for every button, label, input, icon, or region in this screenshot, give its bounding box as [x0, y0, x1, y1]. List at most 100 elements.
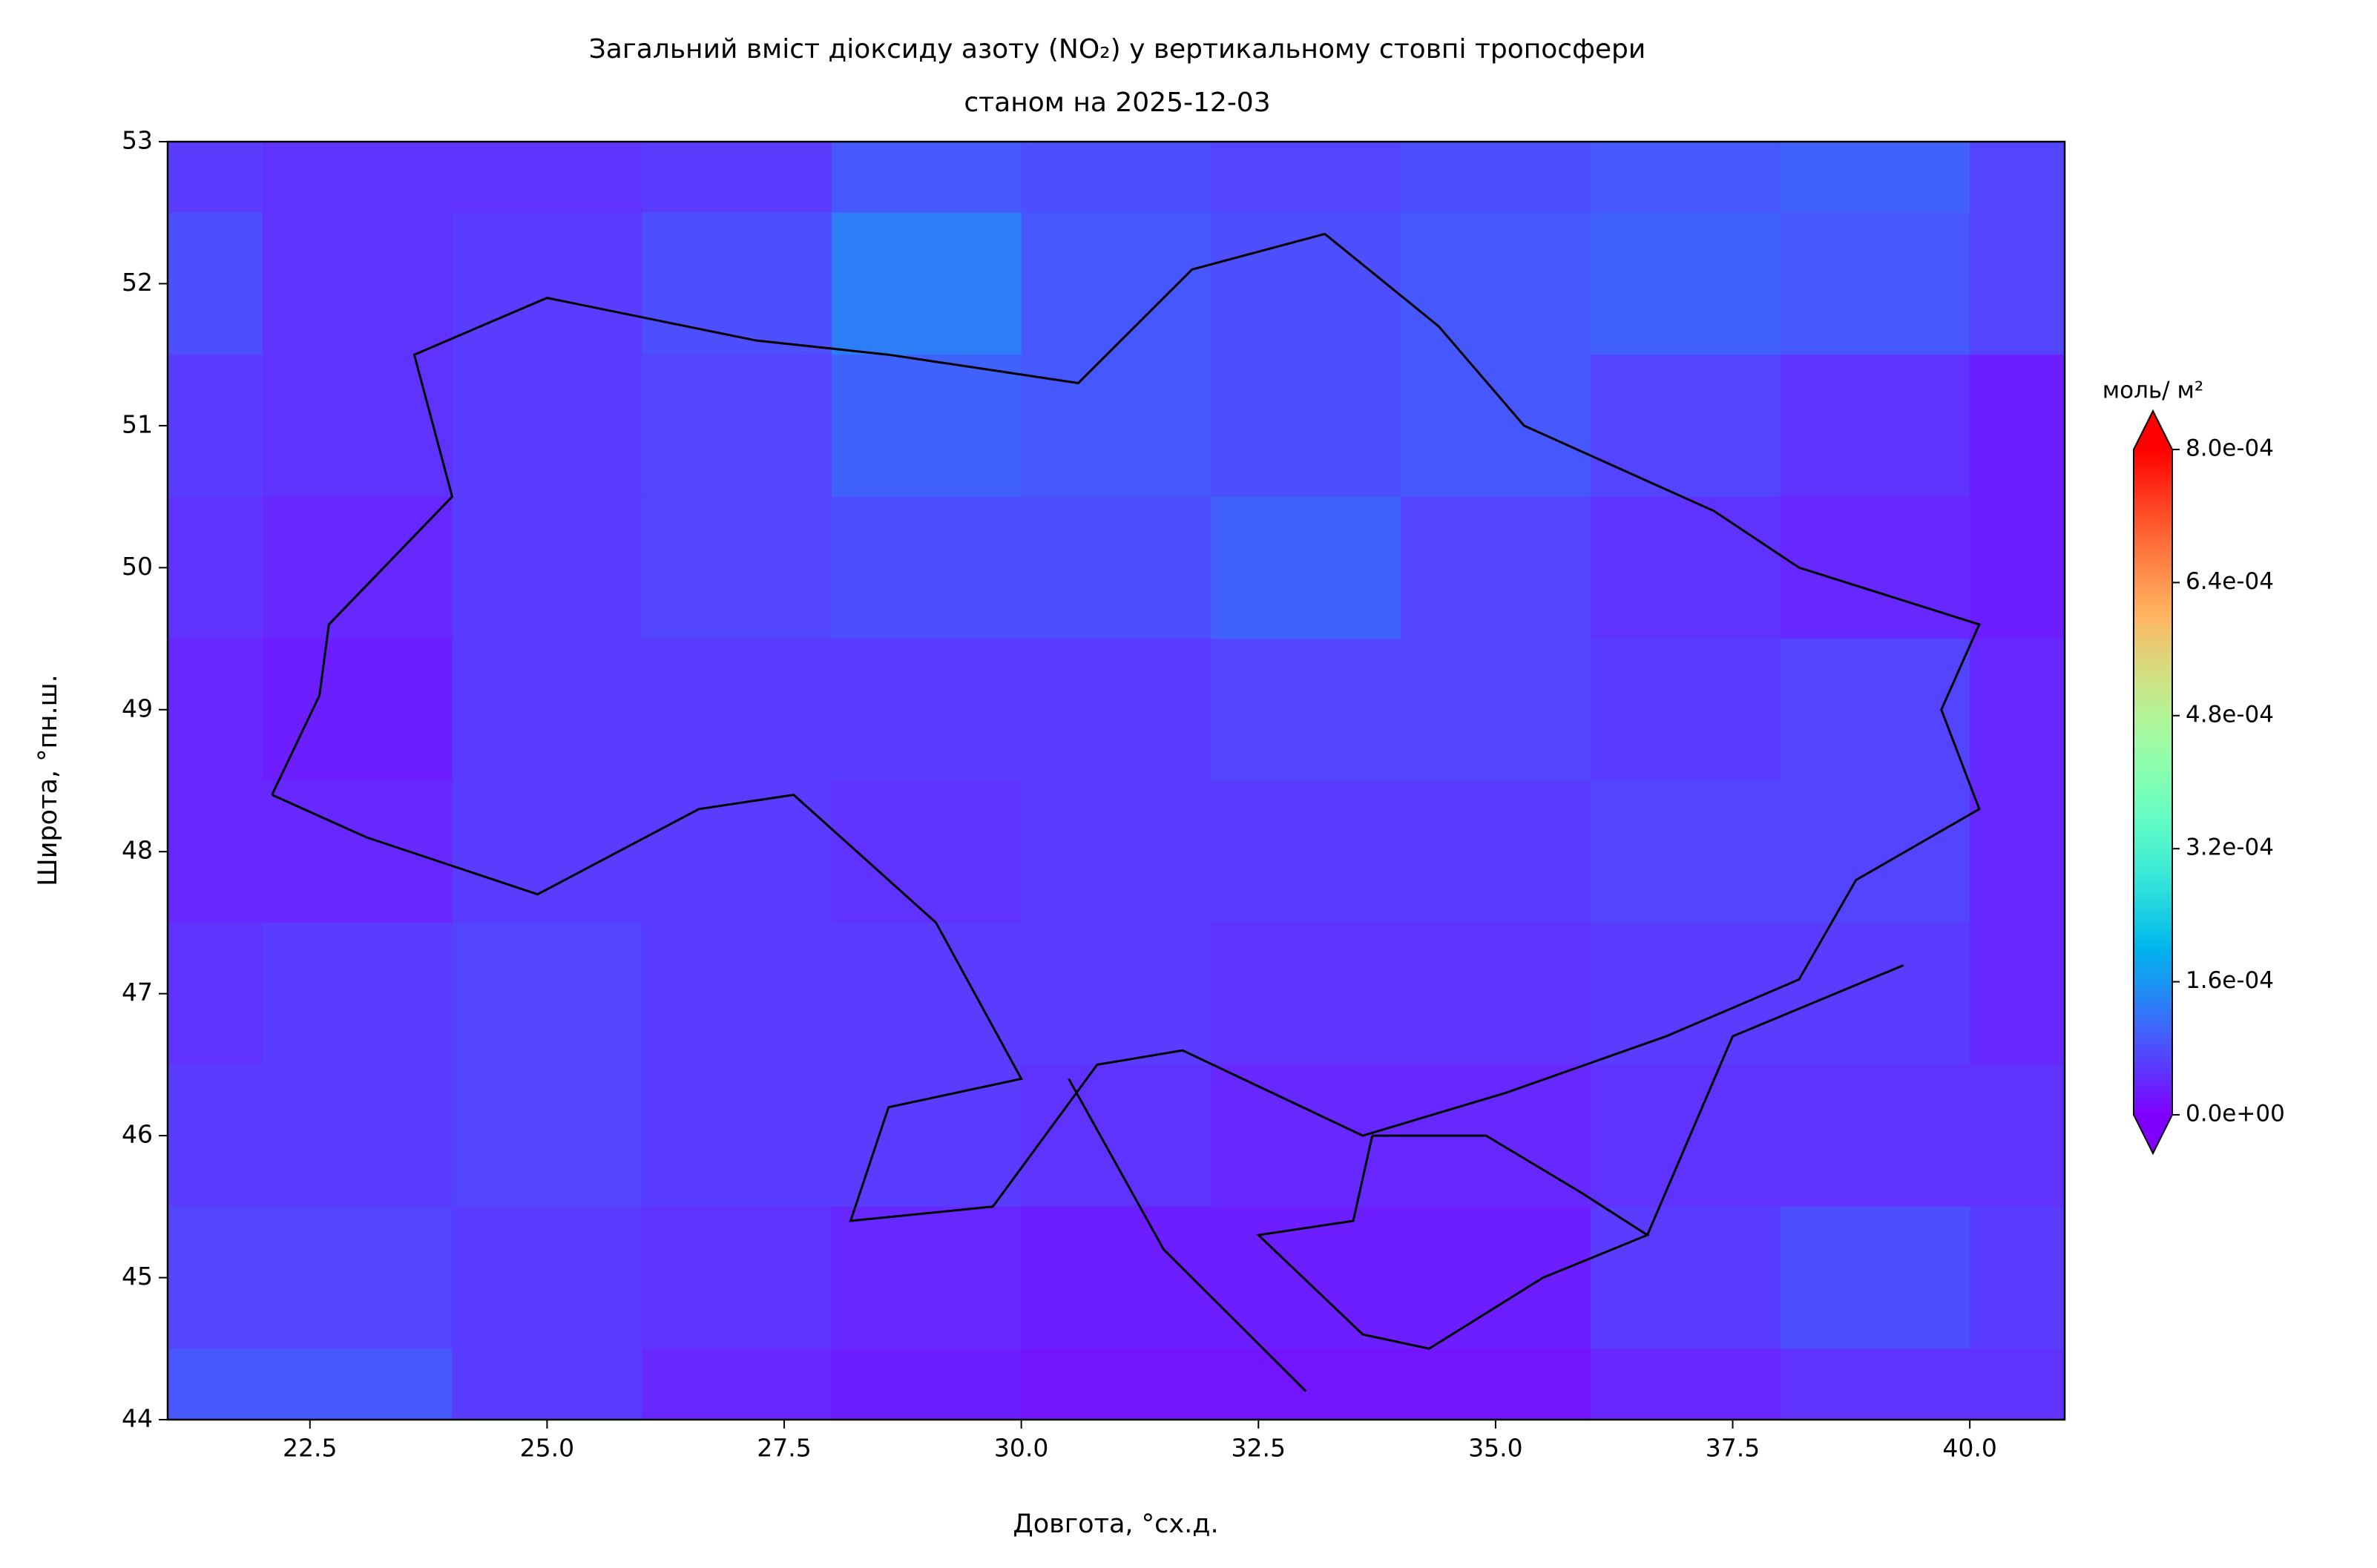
y-tick-label: 49 — [122, 694, 153, 722]
x-tick-label: 40.0 — [1942, 1434, 1996, 1463]
x-tick-label: 27.5 — [757, 1434, 811, 1463]
field-cell — [1590, 355, 1781, 498]
chart-subtitle: станом на 2025-12-03 — [964, 88, 1270, 118]
field-cell — [168, 780, 263, 923]
y-tick-label: 50 — [122, 552, 153, 581]
field-cell — [1021, 355, 1211, 498]
field-cell — [642, 1348, 832, 1420]
field-cell — [262, 212, 453, 355]
field-cell — [262, 780, 453, 923]
borders — [271, 232, 1981, 1392]
field-cell — [1590, 212, 1781, 355]
field-cell — [168, 639, 263, 781]
field-cell — [1780, 780, 1970, 923]
field-cell — [1970, 1206, 2065, 1349]
field-cell — [1021, 142, 1211, 214]
field-cell — [831, 1348, 1022, 1420]
colorbar-tick-label: 1.6e-04 — [2186, 967, 2274, 994]
field-cell — [831, 639, 1022, 781]
field-cell — [1590, 496, 1781, 639]
field-cell — [1021, 780, 1211, 923]
field-cell — [1021, 212, 1211, 355]
field-cell — [1780, 1206, 1970, 1349]
x-axis-label: Довгота, °сх.д. — [1013, 1509, 1218, 1539]
x-tick-label: 35.0 — [1468, 1434, 1522, 1463]
field-cell — [831, 922, 1022, 1065]
field-cell — [262, 639, 453, 781]
y-tick-label: 46 — [122, 1120, 153, 1149]
field-cell — [1970, 142, 2065, 214]
field-cell — [1401, 142, 1591, 214]
field-cell — [642, 496, 832, 639]
field-cell — [1401, 780, 1591, 923]
field-cell — [452, 1348, 642, 1420]
field-cell — [1590, 1206, 1781, 1349]
field-cell — [1401, 1206, 1591, 1349]
field-cell — [168, 1206, 263, 1349]
field-cell — [831, 142, 1022, 214]
field — [168, 142, 2065, 1420]
colorbar-extend-top — [2134, 411, 2172, 449]
field-cell — [1590, 922, 1781, 1065]
field-cell — [452, 1206, 642, 1349]
field-cell — [452, 922, 642, 1065]
field-cell — [1021, 1064, 1211, 1208]
field-cell — [1401, 922, 1591, 1065]
field-cell — [1590, 639, 1781, 781]
field-cell — [1970, 355, 2065, 498]
colorbar-tick-label: 3.2e-04 — [2186, 834, 2274, 861]
field-cell — [642, 355, 832, 498]
field-cell — [642, 780, 832, 923]
field-cell — [168, 142, 263, 214]
colorbar — [2134, 449, 2172, 1115]
field-cell — [1211, 355, 1401, 498]
field-cell — [1590, 1348, 1781, 1420]
y-tick-label: 51 — [122, 409, 153, 438]
field-cell — [1780, 355, 1970, 498]
field-cell — [262, 1206, 453, 1349]
field-cell — [642, 639, 832, 781]
field-cell — [168, 1064, 263, 1208]
field-cell — [1211, 496, 1401, 639]
field-cell — [452, 780, 642, 923]
field-cell — [452, 212, 642, 355]
x-tick-label: 37.5 — [1706, 1434, 1760, 1463]
y-axis-label: Широта, °пн.ш. — [33, 674, 63, 886]
field-cell — [168, 922, 263, 1065]
y-tick-label: 52 — [122, 268, 153, 297]
field-cell — [1401, 496, 1591, 639]
field-cell — [452, 496, 642, 639]
field-cell — [1780, 496, 1970, 639]
field-cell — [831, 355, 1022, 498]
chart-title: Загальний вміст діоксиду азоту (NO₂) у в… — [589, 34, 1646, 65]
field-cell — [262, 1064, 453, 1208]
y-tick-label: 47 — [122, 978, 153, 1007]
colorbar-tick-label: 8.0e-04 — [2186, 435, 2274, 462]
field-cell — [452, 639, 642, 781]
field-cell — [1021, 496, 1211, 639]
field-cell — [1021, 1348, 1211, 1420]
field-cell — [1211, 1206, 1401, 1349]
field-cell — [1211, 1348, 1401, 1420]
field-cell — [831, 780, 1022, 923]
field-cell — [1970, 922, 2065, 1065]
colorbar-tick-label: 6.4e-04 — [2186, 568, 2274, 595]
field-cell — [168, 355, 263, 498]
field-cell — [262, 1348, 453, 1420]
field-cell — [1780, 1064, 1970, 1208]
field-cell — [831, 1206, 1022, 1349]
y-tick-label: 53 — [122, 126, 153, 155]
field-cell — [1211, 142, 1401, 214]
field-cell — [642, 922, 832, 1065]
field-cell — [168, 1348, 263, 1420]
field-cell — [1021, 639, 1211, 781]
y-tick-label: 45 — [122, 1262, 153, 1291]
field-cell — [262, 142, 453, 214]
field-cell — [1021, 1206, 1211, 1349]
x-tick-label: 30.0 — [994, 1434, 1048, 1463]
field-cell — [1590, 1064, 1781, 1208]
field-cell — [1970, 1348, 2065, 1420]
field-cell — [1401, 212, 1591, 355]
